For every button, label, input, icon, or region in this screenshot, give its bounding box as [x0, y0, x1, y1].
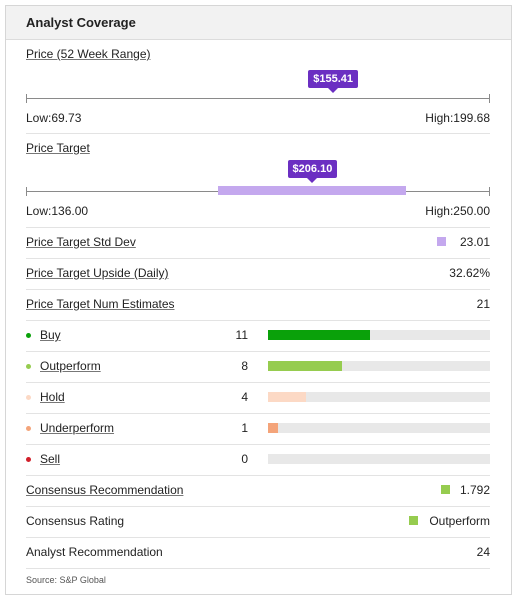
divider — [26, 227, 490, 228]
price-low-label: Low:69.73 — [26, 111, 82, 125]
rating-dot — [26, 426, 31, 431]
divider — [26, 506, 490, 507]
range-tick-left — [26, 94, 27, 103]
price-high-label: High:199.68 — [425, 111, 490, 125]
analyst-recommendation-value: 24 — [476, 545, 490, 559]
divider — [26, 382, 490, 383]
rating-dot — [26, 457, 31, 462]
consensus-recommendation-link[interactable]: Consensus Recommendation — [26, 483, 184, 497]
price-target-upside-link[interactable]: Price Target Upside (Daily) — [26, 266, 169, 280]
rating-bar-track — [268, 392, 490, 402]
target-high-label: High:250.00 — [425, 204, 490, 218]
divider — [26, 568, 490, 569]
num-estimates-value: 21 — [476, 297, 490, 311]
range-tick-left — [26, 187, 27, 196]
divider — [26, 351, 490, 352]
price-target-link[interactable]: Price Target — [26, 141, 90, 155]
divider — [26, 475, 490, 476]
rating-dot — [26, 364, 31, 369]
price-target-marker: $206.10 — [287, 160, 338, 183]
consensus-rating-label: Consensus Rating — [26, 514, 125, 528]
rating-bar-fill — [268, 361, 343, 371]
consensus-recommendation-swatch — [441, 485, 450, 494]
rating-bar-track — [268, 361, 490, 371]
range-tick-right — [489, 94, 490, 103]
price-range-link[interactable]: Price (52 Week Range) — [26, 47, 151, 61]
std-dev-value: 23.01 — [459, 235, 490, 249]
divider — [26, 258, 490, 259]
rating-bar-track — [268, 454, 490, 464]
source-note: Source: S&P Global — [26, 575, 106, 585]
rating-count: 1 — [241, 421, 248, 435]
upside-value: 32.62% — [449, 266, 490, 280]
price-target-num-estimates-link[interactable]: Price Target Num Estimates — [26, 297, 175, 311]
rating-label[interactable]: Outperform — [40, 359, 101, 373]
rating-bar-fill — [268, 330, 371, 340]
rating-bar-fill — [268, 392, 306, 402]
rating-count: 8 — [241, 359, 248, 373]
rating-bar-track — [268, 330, 490, 340]
rating-bar-fill — [268, 423, 278, 433]
rating-label[interactable]: Sell — [40, 452, 61, 466]
analyst-coverage-panel: Analyst Coverage Price (52 Week Range) $… — [5, 5, 512, 595]
price-target-range-bar — [218, 186, 406, 195]
divider — [26, 413, 490, 414]
rating-count: 0 — [241, 452, 248, 466]
price-range-slider — [26, 94, 490, 103]
target-low-label: Low:136.00 — [26, 204, 89, 218]
rating-count: 11 — [235, 328, 248, 342]
consensus-rating-value: Outperform — [429, 514, 490, 528]
consensus-rating-swatch — [409, 516, 418, 525]
consensus-recommendation-value: 1.792 — [459, 483, 490, 497]
panel-title: Analyst Coverage — [26, 15, 136, 30]
rating-dot — [26, 333, 31, 338]
divider — [26, 320, 490, 321]
rating-label[interactable]: Underperform — [40, 421, 115, 435]
range-tick-right — [489, 187, 490, 196]
divider — [26, 289, 490, 290]
std-dev-swatch — [437, 237, 446, 246]
price-current-marker: $155.41 — [308, 70, 358, 93]
rating-dot — [26, 395, 31, 400]
rating-label[interactable]: Hold — [40, 390, 65, 404]
rating-label[interactable]: Buy — [40, 328, 61, 342]
price-target-std-dev-link[interactable]: Price Target Std Dev — [26, 235, 136, 249]
divider — [26, 133, 490, 134]
analyst-recommendation-label: Analyst Recommendation — [26, 545, 163, 559]
panel-header: Analyst Coverage — [6, 6, 511, 40]
rating-count: 4 — [241, 390, 248, 404]
divider — [26, 537, 490, 538]
rating-bar-track — [268, 423, 490, 433]
divider — [26, 444, 490, 445]
